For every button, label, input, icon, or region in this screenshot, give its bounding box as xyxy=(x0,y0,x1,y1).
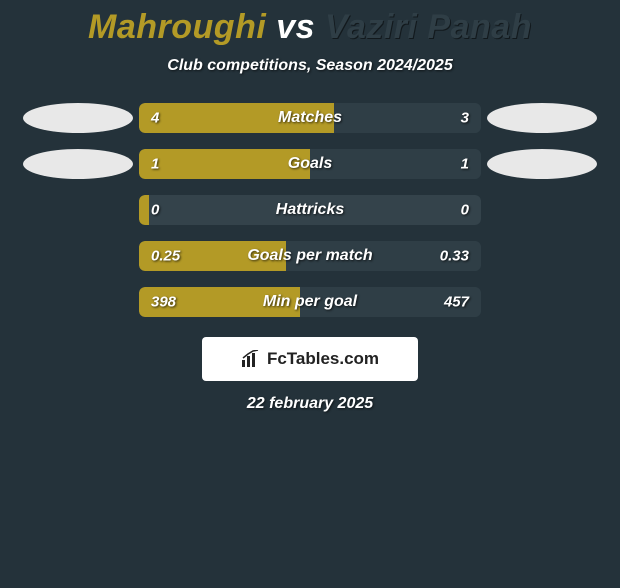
team-oval-left xyxy=(23,149,133,179)
bar-fill-left xyxy=(139,195,149,225)
stat-value-right: 0 xyxy=(461,202,469,219)
stat-value-right: 1 xyxy=(461,156,469,173)
stat-row: 1 Goals 1 xyxy=(0,149,620,179)
page-title: Mahroughi vs Vaziri Panah xyxy=(0,8,620,47)
stat-value-right: 3 xyxy=(461,110,469,127)
oval-spacer xyxy=(23,241,133,271)
title-vs: vs xyxy=(276,8,315,46)
stat-value-right: 0.33 xyxy=(440,248,469,265)
stat-value-left: 398 xyxy=(151,294,176,311)
stat-label: Hattricks xyxy=(276,201,344,219)
oval-spacer xyxy=(23,195,133,225)
stat-bar: 0 Hattricks 0 xyxy=(139,195,481,225)
team-oval-right xyxy=(487,103,597,133)
bar-fill-right xyxy=(310,149,481,179)
stat-value-left: 4 xyxy=(151,110,159,127)
stat-row: 0.25 Goals per match 0.33 xyxy=(0,241,620,271)
team-oval-left xyxy=(23,103,133,133)
logo-text: FcTables.com xyxy=(267,349,379,369)
oval-spacer xyxy=(487,241,597,271)
oval-spacer xyxy=(487,195,597,225)
stat-value-left: 1 xyxy=(151,156,159,173)
stat-rows: 4 Matches 3 1 Goals 1 0 Hattricks 0 0.25 Goals per… xyxy=(0,103,620,317)
stat-label: Goals per match xyxy=(247,247,372,265)
fctables-logo[interactable]: FcTables.com xyxy=(202,337,418,381)
bar-fill-left xyxy=(139,149,310,179)
stat-bar: 398 Min per goal 457 xyxy=(139,287,481,317)
bar-fill-right xyxy=(334,103,481,133)
title-player1: Mahroughi xyxy=(88,8,266,46)
stat-bar: 1 Goals 1 xyxy=(139,149,481,179)
oval-spacer xyxy=(487,287,597,317)
subtitle: Club competitions, Season 2024/2025 xyxy=(0,57,620,75)
chart-icon xyxy=(241,350,261,368)
oval-spacer xyxy=(23,287,133,317)
date-label: 22 february 2025 xyxy=(0,395,620,413)
stat-value-left: 0 xyxy=(151,202,159,219)
team-oval-right xyxy=(487,149,597,179)
comparison-container: Mahroughi vs Vaziri Panah Club competiti… xyxy=(0,8,620,413)
stat-label: Matches xyxy=(278,109,342,127)
stat-row: 398 Min per goal 457 xyxy=(0,287,620,317)
stat-bar: 4 Matches 3 xyxy=(139,103,481,133)
stat-bar: 0.25 Goals per match 0.33 xyxy=(139,241,481,271)
stat-value-right: 457 xyxy=(444,294,469,311)
title-player2: Vaziri Panah xyxy=(325,8,532,46)
stat-row: 4 Matches 3 xyxy=(0,103,620,133)
stat-value-left: 0.25 xyxy=(151,248,180,265)
stat-label: Min per goal xyxy=(263,293,357,311)
stat-label: Goals xyxy=(288,155,332,173)
stat-row: 0 Hattricks 0 xyxy=(0,195,620,225)
